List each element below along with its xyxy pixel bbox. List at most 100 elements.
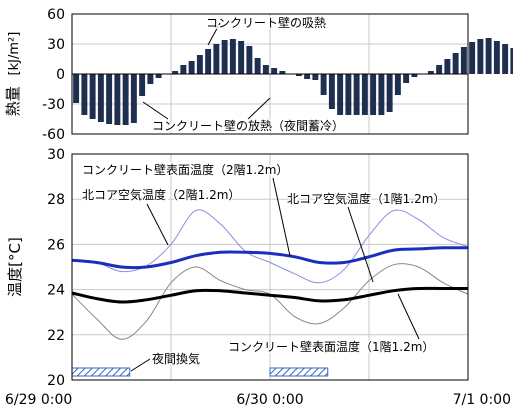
heat-bar — [361, 74, 368, 115]
heat-bar — [510, 48, 513, 74]
heat-bar — [262, 65, 269, 74]
heat-bar — [337, 74, 344, 115]
heat-bar — [502, 44, 509, 74]
temperature-x-tick-label: 6/30 0:00 — [236, 392, 303, 408]
heat-bar — [304, 74, 311, 79]
heat-bar — [477, 39, 484, 74]
heat-bar — [155, 74, 162, 78]
heat-y-tick-label: 0 — [56, 67, 65, 83]
surface-1f-leader — [397, 293, 420, 340]
heat-bar — [345, 74, 352, 115]
heat-bar — [386, 74, 393, 112]
heat-bar — [444, 59, 451, 74]
temperature-x-ticks: 6/29 0:00 6/30 0:00 7/1 0:00 — [5, 392, 511, 408]
heat-bar — [122, 74, 129, 125]
temperature-x-tick-label: 6/29 0:00 — [5, 392, 72, 408]
heat-bar — [353, 74, 360, 115]
temperature-plot-frame — [71, 153, 469, 381]
absorb-annotation-leader — [207, 22, 221, 46]
surface-1f-label: コンクリート壁表面温度（1階1.2m） — [228, 339, 434, 354]
heat-bar — [147, 74, 154, 84]
heat-bar — [370, 74, 377, 115]
heat-bar — [295, 74, 302, 76]
air-1f-label: 北コア空気温度（1階1.2m） — [287, 191, 445, 206]
temperature-y-tick-label: 20 — [47, 373, 65, 389]
heat-y-tick-label: 60 — [47, 7, 65, 23]
temperature-series-line — [71, 209, 469, 284]
heat-bar — [97, 74, 104, 122]
heat-y-ticks: -60 -30 0 30 60 — [42, 7, 65, 143]
heat-bar — [403, 74, 410, 83]
heat-bar — [221, 40, 228, 74]
heat-bar — [213, 44, 220, 74]
heat-bar — [328, 74, 335, 109]
night-ventilation-label: 夜間換気 — [152, 351, 200, 366]
heat-bar — [254, 58, 261, 74]
temperature-y-tick-label: 28 — [47, 192, 65, 208]
night-ventilation-bars — [71, 367, 329, 377]
heat-bar — [89, 74, 96, 119]
temperature-y-axis-label: 温度[°C] — [6, 237, 24, 297]
surface-2f-leader — [272, 177, 291, 257]
heat-bar — [73, 74, 80, 103]
heat-plot-frame — [71, 13, 469, 135]
night-ventilation-bar — [269, 367, 329, 377]
heat-y-tick-label: -60 — [42, 127, 65, 143]
heat-panel: -60 -30 0 30 60 熱量 [kJ/m²] コンクリート壁の吸熱 コンクリート… — [4, 7, 513, 143]
heat-bar — [114, 74, 121, 125]
heat-bar — [130, 74, 137, 123]
temperature-series-line — [71, 246, 469, 270]
heat-bar — [205, 49, 212, 74]
air-1f-leader — [347, 206, 374, 283]
heat-bar — [172, 71, 179, 74]
heat-bar — [394, 74, 401, 95]
heat-bar — [139, 74, 146, 96]
heat-bar — [238, 41, 245, 74]
heat-bar — [279, 71, 286, 74]
heat-bar — [81, 74, 88, 115]
heat-bar — [271, 68, 278, 74]
temperature-lines — [71, 209, 469, 340]
release-annotation-leader-2 — [247, 97, 271, 120]
heat-y-tick-label: -30 — [42, 97, 65, 113]
heat-bar — [246, 46, 253, 74]
temperature-x-tick-label: 7/1 0:00 — [453, 392, 511, 408]
heat-bar — [460, 47, 467, 74]
heat-bar — [469, 42, 476, 74]
night-ventilation-bar — [71, 367, 131, 377]
heat-bar — [229, 39, 236, 74]
heat-y-axis-label: 熱量 [kJ/m²] — [4, 32, 22, 117]
heat-y-tick-label: 30 — [47, 37, 65, 53]
heat-bar — [320, 74, 327, 95]
heat-y-axis-label-main: 熱量 — [4, 86, 22, 116]
temperature-y-ticks: 20 22 24 26 28 30 — [47, 147, 65, 389]
air-2f-label: 北コア空気温度（2階1.2m） — [82, 187, 240, 202]
temperature-series-line — [71, 286, 468, 304]
night-ventilation-leader — [130, 358, 151, 372]
heat-bar — [180, 65, 187, 74]
heat-bar — [427, 71, 434, 74]
heat-bar — [378, 74, 385, 115]
heat-bar — [106, 74, 113, 124]
heat-bar — [493, 41, 500, 74]
heat-y-axis-label-unit: [kJ/m²] — [7, 32, 22, 76]
heat-bar — [188, 61, 195, 74]
heat-bars — [73, 38, 513, 125]
heat-bar — [411, 74, 418, 77]
surface-2f-label: コンクリート壁表面温度（2階1.2m） — [82, 162, 288, 177]
heat-bar — [196, 55, 203, 74]
air-2f-leader — [146, 203, 169, 246]
heat-bar — [485, 38, 492, 74]
temperature-grid — [72, 154, 468, 380]
absorb-annotation: コンクリート壁の吸熱 — [206, 15, 326, 30]
release-annotation-leader — [142, 101, 169, 120]
temperature-y-tick-label: 30 — [47, 147, 65, 163]
temperature-y-tick-label: 22 — [47, 328, 65, 344]
heat-bar — [436, 65, 443, 74]
temperature-y-tick-label: 26 — [47, 237, 65, 253]
temperature-y-tick-label: 24 — [47, 283, 65, 299]
heat-bar — [452, 53, 459, 74]
release-annotation: コンクリート壁の放熱（夜間蓄冷） — [152, 118, 344, 133]
